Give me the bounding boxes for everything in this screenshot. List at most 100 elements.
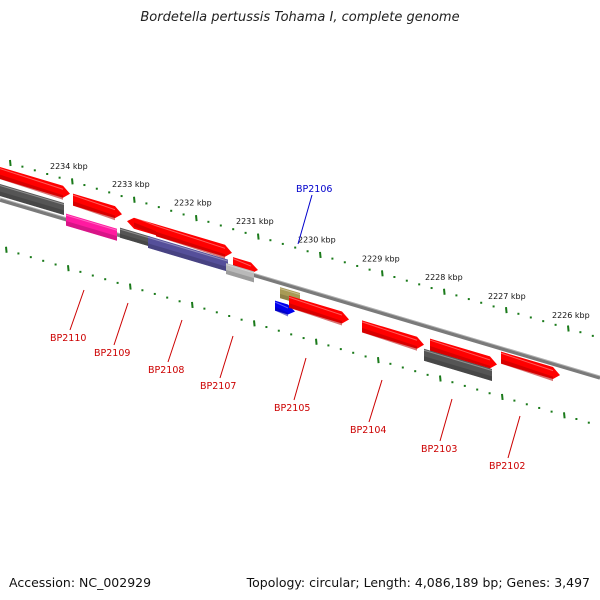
scale-dot bbox=[91, 274, 94, 277]
gene-feature bbox=[500, 351, 560, 382]
gene-feature-highlight bbox=[429, 339, 491, 361]
scale-dot bbox=[83, 184, 86, 187]
scale-label: 2231 kbp bbox=[236, 217, 274, 226]
scale-major-tick bbox=[567, 325, 570, 332]
scale-label: 2232 kbp bbox=[174, 199, 212, 208]
gene-feature-highlight bbox=[65, 214, 118, 231]
scale-major-tick bbox=[501, 393, 504, 401]
scale-dot bbox=[228, 314, 231, 317]
map-title: Bordetella pertussis Tohama I, complete … bbox=[140, 10, 460, 25]
gene-labels: BP2106 BP2110 BP2109 BP2108 BP2107 BP2105 BP21… bbox=[50, 184, 525, 472]
scale-dot bbox=[232, 228, 235, 231]
scale-dot bbox=[364, 355, 367, 358]
gene-feature-shade bbox=[424, 356, 492, 381]
scale-major-tick bbox=[133, 196, 136, 203]
gene-feature-highlight bbox=[147, 236, 229, 262]
gene-feature-shade bbox=[120, 233, 150, 247]
gene-feature-shade bbox=[289, 303, 342, 326]
scale-dot bbox=[579, 331, 582, 334]
gene-feature-highlight bbox=[0, 184, 65, 205]
scale-dot bbox=[265, 326, 268, 329]
scale-dot bbox=[591, 334, 594, 337]
scale-dot bbox=[430, 287, 433, 290]
scale-dot bbox=[451, 381, 454, 384]
scale-dot bbox=[54, 263, 57, 266]
gene-feature-shade bbox=[0, 191, 64, 215]
scale-major-tick bbox=[257, 233, 260, 240]
gene-label: BP2108 bbox=[148, 365, 184, 376]
gene-feature-highlight bbox=[133, 216, 157, 227]
gene-feature bbox=[288, 295, 349, 326]
scale-major-tick bbox=[5, 246, 8, 253]
scale-dot bbox=[480, 301, 483, 304]
scale-dot bbox=[513, 399, 516, 402]
scale-major-tick bbox=[129, 283, 132, 290]
scale-major-tick bbox=[381, 270, 384, 277]
gene-feature-highlight bbox=[274, 301, 289, 309]
scale-dot bbox=[405, 279, 408, 282]
gene-feature-shade bbox=[362, 327, 417, 351]
scale-major-tick bbox=[253, 320, 256, 327]
scale-dot bbox=[492, 305, 495, 308]
scale-major-tick bbox=[439, 375, 442, 382]
scale-dot bbox=[368, 268, 371, 271]
scale-dot bbox=[17, 252, 20, 255]
scale-dots bbox=[5, 159, 594, 424]
scale-dot bbox=[554, 323, 557, 326]
scale-dot bbox=[79, 270, 82, 273]
scale-major-tick bbox=[563, 412, 566, 419]
scale-dot bbox=[277, 329, 280, 332]
gene-feature bbox=[361, 320, 424, 351]
gene-feature bbox=[423, 348, 493, 381]
gene-feature-highlight bbox=[119, 228, 151, 239]
gene-feature-body bbox=[362, 320, 424, 349]
gene-feature-highlight bbox=[361, 321, 418, 341]
gene-feature-highlight bbox=[72, 194, 116, 211]
scale-dot bbox=[327, 344, 330, 347]
scale-dot bbox=[393, 276, 396, 279]
gene-feature-shade bbox=[66, 221, 117, 241]
scale-dot bbox=[306, 250, 309, 253]
scale-dot bbox=[58, 176, 61, 179]
scale-major-tick bbox=[71, 178, 74, 185]
gene-label: BP2104 bbox=[350, 425, 386, 436]
scale-dot bbox=[587, 421, 590, 424]
gene-feature-shade bbox=[226, 269, 254, 283]
gene-feature bbox=[65, 213, 118, 241]
gene-feature bbox=[147, 235, 229, 272]
scale-label: 2227 kbp bbox=[488, 292, 526, 301]
scale-dot bbox=[157, 206, 160, 209]
scale-dot bbox=[108, 191, 111, 194]
scale-dot bbox=[538, 406, 541, 409]
scale-dot bbox=[153, 292, 156, 295]
gene-leader-line bbox=[219, 335, 234, 379]
gene-feature bbox=[0, 166, 70, 200]
gene-feature bbox=[155, 224, 232, 259]
gene-label: BP2109 bbox=[94, 348, 130, 359]
scale-dot bbox=[517, 312, 520, 315]
gene-feature bbox=[119, 227, 151, 247]
scale-dot bbox=[542, 320, 545, 323]
scale-major-tick bbox=[443, 288, 446, 295]
scale-dot bbox=[463, 384, 466, 387]
scale-dot bbox=[170, 209, 173, 212]
scale-labels: 2234 kbp 2233 kbp 2232 kbp 2231 kbp 2230 kbp… bbox=[50, 162, 590, 320]
gene-feature bbox=[72, 193, 122, 221]
scale-dot bbox=[21, 165, 24, 168]
scale-dot bbox=[145, 202, 148, 205]
gene-feature-shade bbox=[134, 222, 156, 236]
gene-feature-body bbox=[156, 224, 232, 257]
scale-dot bbox=[281, 242, 284, 245]
gene-feature-body bbox=[0, 166, 70, 198]
gene-feature-shade bbox=[148, 243, 228, 272]
scale-label: 2226 kbp bbox=[552, 311, 590, 320]
gene-leader-line bbox=[297, 194, 313, 245]
scale-dot bbox=[244, 231, 247, 234]
scale-dot bbox=[414, 370, 417, 373]
scale-dot bbox=[550, 410, 553, 413]
gene-feature-shade bbox=[275, 306, 288, 317]
scale-label: 2230 kbp bbox=[298, 235, 336, 244]
scale-major-tick bbox=[67, 265, 70, 272]
scale-dot bbox=[356, 264, 359, 267]
